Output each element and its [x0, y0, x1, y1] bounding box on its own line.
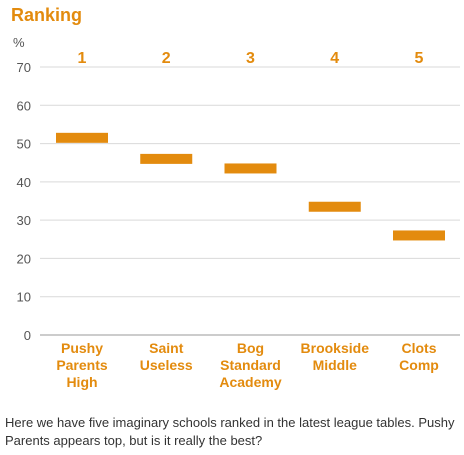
y-tick-label: 10 — [17, 290, 31, 305]
y-tick-label: 20 — [17, 251, 31, 266]
caption: Here we have five imaginary schools rank… — [5, 415, 455, 448]
y-tick-label: 30 — [17, 213, 31, 228]
category-label: Saint — [149, 340, 184, 356]
y-tick-label: 0 — [24, 328, 31, 343]
category-label: Comp — [399, 357, 439, 373]
category-label: Academy — [219, 374, 281, 390]
category-label: Useless — [140, 357, 193, 373]
rank-label: 2 — [162, 50, 171, 67]
ranking-chart: % 0 10 20 30 40 50 60 70 1 2 3 4 5 PushyParentsHigh… — [13, 35, 460, 390]
category-label: Middle — [313, 357, 358, 373]
category-label: Parents — [56, 357, 108, 373]
y-tick-label: 40 — [17, 175, 31, 190]
category-label: Brookside — [301, 340, 370, 356]
category-label: Pushy — [61, 340, 103, 356]
category-label: Standard — [220, 357, 281, 373]
y-unit-label: % — [13, 35, 25, 50]
rank-bar — [224, 163, 277, 174]
y-tick-label: 60 — [17, 98, 31, 113]
rank-bar — [140, 153, 193, 164]
y-tick-label: 70 — [17, 60, 31, 75]
gridlines — [40, 66, 460, 336]
category-label: High — [66, 374, 97, 390]
y-tick-label: 50 — [17, 137, 31, 152]
rank-label: 3 — [246, 50, 255, 67]
rank-label: 5 — [415, 50, 424, 67]
y-tick-labels: 0 10 20 30 40 50 60 70 — [17, 60, 31, 343]
rank-bar — [393, 230, 445, 241]
rank-label: 1 — [78, 50, 87, 67]
rank-bar — [308, 201, 361, 212]
rank-bar — [56, 132, 108, 143]
rank-bars — [56, 132, 445, 241]
category-label: Clots — [402, 340, 437, 356]
rank-labels: 1 2 3 4 5 — [78, 50, 424, 67]
category-label: Bog — [237, 340, 264, 356]
rank-label: 4 — [330, 50, 339, 67]
chart-title: Ranking — [11, 5, 83, 25]
